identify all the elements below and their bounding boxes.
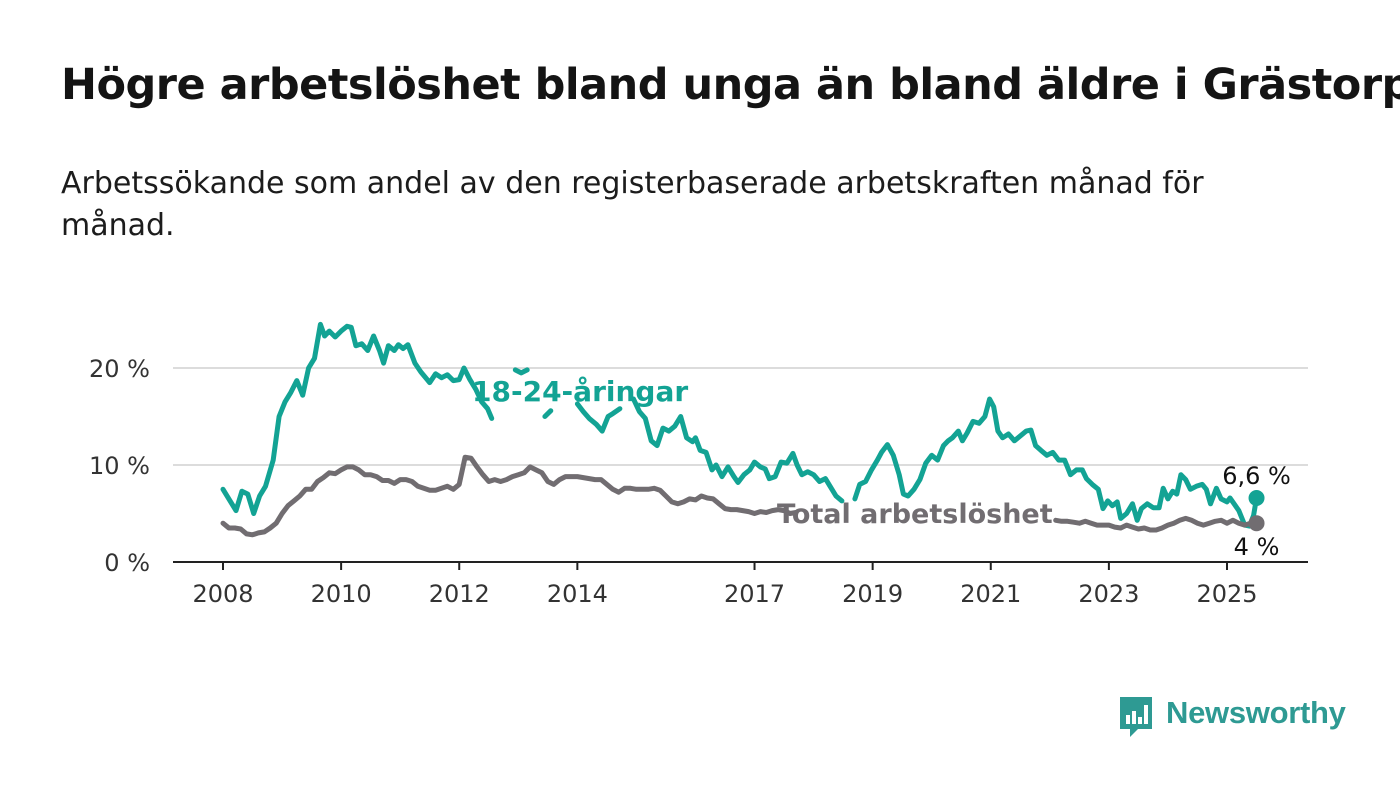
x-tick-label: 2025 xyxy=(1196,580,1257,608)
y-tick-label: 10 % xyxy=(89,452,150,480)
x-tick-label: 2017 xyxy=(724,580,785,608)
gridlines xyxy=(173,367,1308,466)
y-tick-label: 0 % xyxy=(104,549,150,577)
x-tick-label: 2008 xyxy=(192,580,253,608)
total-series-line xyxy=(220,454,799,538)
chart-subtitle: Arbetssökande som andel av den registerb… xyxy=(61,166,1204,243)
total-end-dot xyxy=(1248,515,1265,532)
x-tick-label: 2023 xyxy=(1078,580,1139,608)
series-labels: 6,6 % 4 % 18-24-åringar Total arbetslöshet xyxy=(472,375,1291,561)
newsworthy-logo: Newsworthy xyxy=(1118,690,1346,737)
newsworthy-logo-icon xyxy=(1118,695,1154,737)
youth-end-value-label: 6,6 % xyxy=(1222,462,1291,490)
y-tick-label: 20 % xyxy=(89,355,150,383)
youth-series-line xyxy=(542,408,554,419)
total-series-label: Total arbetslöshet xyxy=(777,499,1053,530)
youth-series-line xyxy=(631,396,845,504)
x-tick-label: 2012 xyxy=(429,580,490,608)
x-tick-label: 2019 xyxy=(842,580,903,608)
newsworthy-logo-text: Newsworthy xyxy=(1166,695,1346,730)
youth-series-label: 18-24-åringar xyxy=(472,375,688,408)
x-tick-label: 2014 xyxy=(547,580,608,608)
x-tick-label: 2021 xyxy=(960,580,1021,608)
total-series-line xyxy=(1053,515,1259,533)
youth-series-line xyxy=(852,396,1259,529)
chart-title: Högre arbetslöshet bland unga än bland ä… xyxy=(61,60,1400,110)
youth-series-line xyxy=(512,367,530,376)
youth-series-line xyxy=(220,321,495,516)
youth-series-line xyxy=(574,401,623,434)
x-tick-label: 2010 xyxy=(311,580,372,608)
series-lines xyxy=(220,321,1265,538)
youth-end-dot xyxy=(1248,489,1265,506)
axes: 0 % 10 % 20 % 2008 2010 2012 2014 2017 2019 2021 2… xyxy=(89,355,1308,608)
total-end-value-label: 4 % xyxy=(1234,533,1280,561)
